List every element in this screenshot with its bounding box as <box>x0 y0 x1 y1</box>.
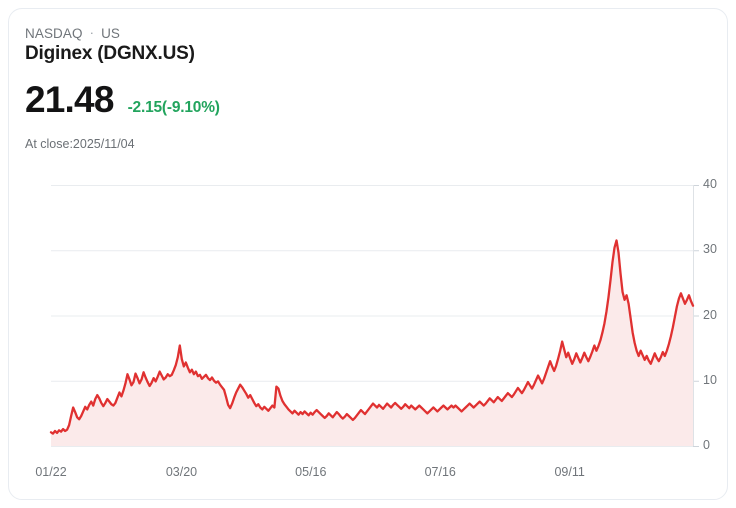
x-axis-tick-label: 01/22 <box>35 465 67 479</box>
x-axis-tick-label: 07/16 <box>424 465 456 479</box>
x-axis-tick-label: 03/20 <box>165 465 198 479</box>
x-axis-tick-label: 09/11 <box>554 465 585 479</box>
price-change: -2.15(-9.10%) <box>127 99 220 116</box>
separator-dot: · <box>89 25 95 40</box>
price-line <box>49 239 695 435</box>
market-status-note: At close:2025/11/04 <box>25 137 135 151</box>
price-area-fill <box>51 240 693 446</box>
price-chart[interactable]: 0 10 20 30 40 01/22 03/20 05/16 07/16 09/11 <box>9 161 727 491</box>
market-region: US <box>101 26 121 41</box>
chart-svg <box>49 185 699 447</box>
y-axis-tick-label: 30 <box>703 242 717 257</box>
x-axis-tick-label: 05/16 <box>295 465 327 479</box>
page-title: Diginex (DGNX.US) <box>25 43 195 64</box>
y-axis-tick-label: 40 <box>703 177 717 191</box>
exchange-name: NASDAQ <box>25 26 83 41</box>
stock-quote-card: NASDAQ · US Diginex (DGNX.US) 21.48 -2.1… <box>8 8 728 500</box>
exchange-row: NASDAQ · US <box>25 26 120 41</box>
y-axis-tick-label: 0 <box>703 438 710 452</box>
current-price: 21.48 <box>25 79 114 120</box>
y-axis-tick-label: 20 <box>703 307 717 322</box>
price-row: 21.48 -2.15(-9.10%) <box>25 81 220 118</box>
y-axis-tick-label: 10 <box>703 372 717 387</box>
